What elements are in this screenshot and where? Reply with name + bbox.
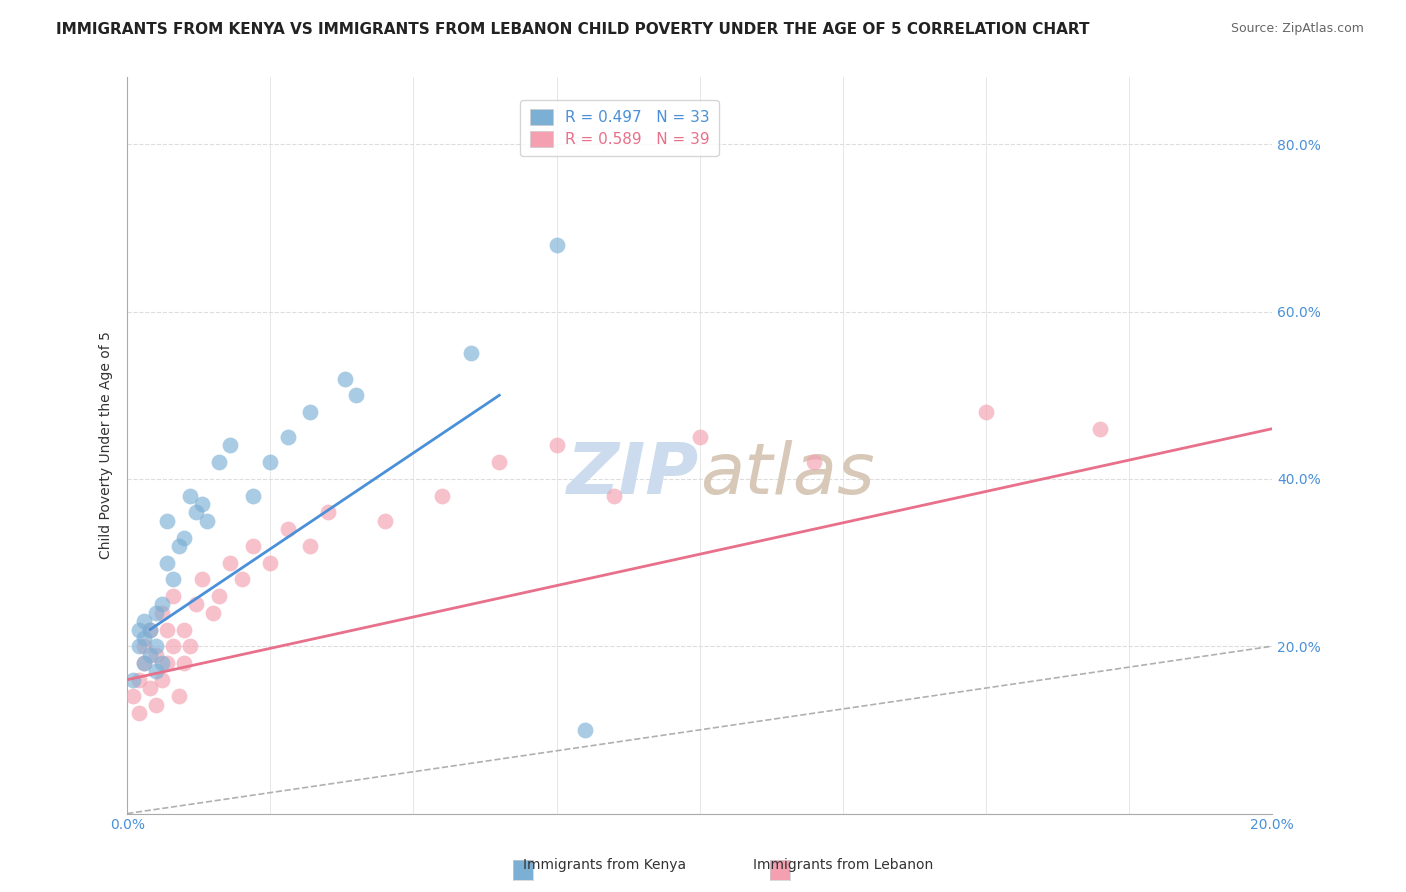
Point <box>145 639 167 653</box>
Point <box>134 631 156 645</box>
Point <box>259 455 281 469</box>
Point <box>299 539 322 553</box>
Point <box>689 430 711 444</box>
Point <box>145 648 167 662</box>
Point <box>242 539 264 553</box>
Point <box>430 489 453 503</box>
Point <box>574 723 596 737</box>
Point <box>173 531 195 545</box>
Point <box>134 639 156 653</box>
Point <box>128 673 150 687</box>
Point <box>156 556 179 570</box>
Point <box>150 606 173 620</box>
Point <box>219 556 242 570</box>
Point <box>122 673 145 687</box>
Point <box>139 648 162 662</box>
Point <box>208 589 231 603</box>
Point <box>219 438 242 452</box>
Point <box>150 656 173 670</box>
Point <box>603 489 626 503</box>
Point <box>179 489 201 503</box>
Point <box>184 505 207 519</box>
Point <box>162 639 184 653</box>
Point <box>546 438 568 452</box>
Point <box>156 514 179 528</box>
Point <box>276 430 298 444</box>
Point <box>128 623 150 637</box>
Y-axis label: Child Poverty Under the Age of 5: Child Poverty Under the Age of 5 <box>100 332 114 559</box>
Point <box>316 505 339 519</box>
Point <box>156 623 179 637</box>
Point <box>333 371 356 385</box>
Point <box>150 598 173 612</box>
Point <box>184 598 207 612</box>
Point <box>974 405 997 419</box>
Text: atlas: atlas <box>700 441 875 509</box>
Text: Immigrants from Lebanon: Immigrants from Lebanon <box>754 858 934 872</box>
Text: Source: ZipAtlas.com: Source: ZipAtlas.com <box>1230 22 1364 36</box>
Point <box>134 656 156 670</box>
Point <box>145 606 167 620</box>
Point <box>202 606 225 620</box>
Point <box>299 405 322 419</box>
Point <box>190 497 212 511</box>
Point <box>242 489 264 503</box>
Point <box>374 514 396 528</box>
Point <box>156 656 179 670</box>
Point <box>167 539 190 553</box>
Point <box>488 455 510 469</box>
Point <box>276 522 298 536</box>
Point <box>344 388 367 402</box>
Point <box>122 690 145 704</box>
Point <box>190 572 212 586</box>
Point <box>173 656 195 670</box>
Point <box>208 455 231 469</box>
Point <box>139 623 162 637</box>
Point <box>259 556 281 570</box>
Point <box>167 690 190 704</box>
Point <box>173 623 195 637</box>
Point <box>460 346 482 360</box>
Point <box>139 681 162 695</box>
Point <box>546 237 568 252</box>
Point <box>134 614 156 628</box>
Point <box>145 665 167 679</box>
Text: IMMIGRANTS FROM KENYA VS IMMIGRANTS FROM LEBANON CHILD POVERTY UNDER THE AGE OF : IMMIGRANTS FROM KENYA VS IMMIGRANTS FROM… <box>56 22 1090 37</box>
Text: ZIP: ZIP <box>568 441 700 509</box>
Text: Immigrants from Kenya: Immigrants from Kenya <box>523 858 686 872</box>
Point <box>1090 422 1112 436</box>
Point <box>162 589 184 603</box>
Point <box>128 639 150 653</box>
Point <box>803 455 825 469</box>
Point <box>128 706 150 721</box>
Point <box>145 698 167 712</box>
Point <box>231 572 253 586</box>
Legend: R = 0.497   N = 33, R = 0.589   N = 39: R = 0.497 N = 33, R = 0.589 N = 39 <box>520 100 718 156</box>
Point <box>162 572 184 586</box>
Point <box>150 673 173 687</box>
Point <box>134 656 156 670</box>
Point <box>179 639 201 653</box>
Point <box>195 514 218 528</box>
Point <box>139 623 162 637</box>
